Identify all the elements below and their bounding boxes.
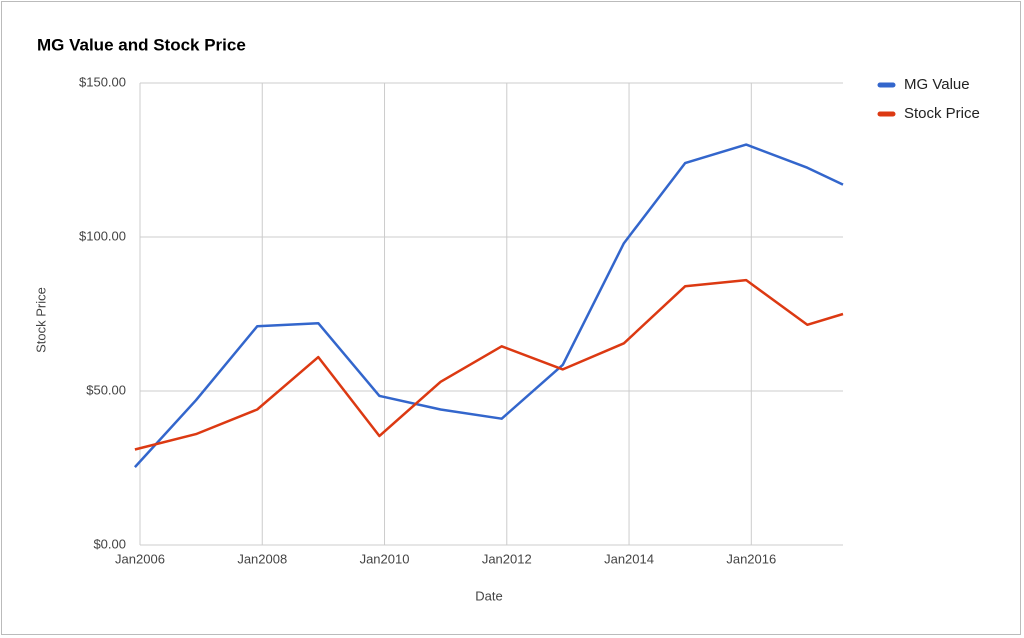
- x-tick-label: Jan2008: [237, 551, 287, 566]
- x-tick-label: Jan2016: [726, 551, 776, 566]
- x-tick-label: Jan2012: [482, 551, 532, 566]
- x-tick-label: Jan2010: [360, 551, 410, 566]
- y-tick-label: $100.00: [79, 228, 126, 243]
- y-tick-label: $50.00: [86, 382, 126, 397]
- series-line: [134, 278, 844, 451]
- x-tick-label: Jan2006: [115, 551, 165, 566]
- y-tick-label: $150.00: [79, 74, 126, 89]
- chart-title: MG Value and Stock Price: [37, 35, 246, 54]
- x-tick-label: Jan2014: [604, 551, 654, 566]
- legend-label: MG Value: [904, 76, 970, 93]
- y-axis-title: Stock Price: [33, 287, 48, 353]
- x-axis-title: Date: [475, 588, 502, 603]
- y-tick-label: $0.00: [93, 536, 126, 551]
- legend-label: Stock Price: [904, 105, 980, 122]
- series-line: [133, 143, 844, 468]
